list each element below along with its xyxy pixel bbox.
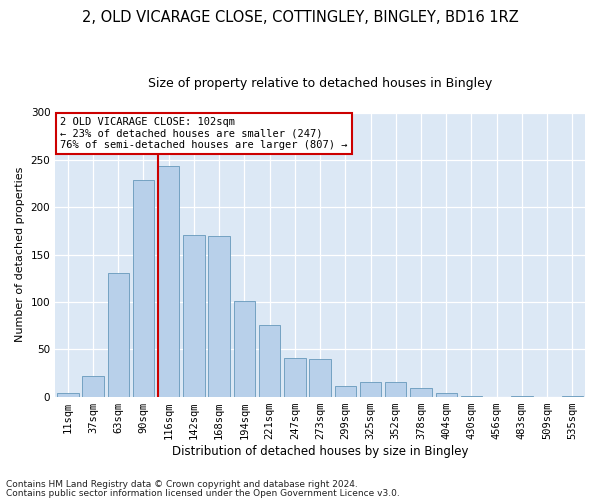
- Bar: [233, 301, 255, 396]
- Text: Contains HM Land Registry data © Crown copyright and database right 2024.: Contains HM Land Registry data © Crown c…: [6, 480, 358, 489]
- Title: Size of property relative to detached houses in Bingley: Size of property relative to detached ho…: [148, 78, 492, 90]
- Bar: [284, 358, 305, 397]
- Bar: [158, 166, 179, 396]
- Bar: [310, 358, 331, 397]
- Y-axis label: Number of detached properties: Number of detached properties: [15, 167, 25, 342]
- Bar: [360, 382, 381, 396]
- Text: Contains public sector information licensed under the Open Government Licence v3: Contains public sector information licen…: [6, 488, 400, 498]
- Bar: [57, 393, 79, 396]
- Bar: [183, 234, 205, 396]
- Text: 2 OLD VICARAGE CLOSE: 102sqm
← 23% of detached houses are smaller (247)
76% of s: 2 OLD VICARAGE CLOSE: 102sqm ← 23% of de…: [61, 117, 348, 150]
- Bar: [82, 376, 104, 396]
- Bar: [259, 324, 280, 396]
- Bar: [335, 386, 356, 396]
- Bar: [436, 393, 457, 396]
- Bar: [410, 388, 432, 396]
- Bar: [208, 236, 230, 396]
- Bar: [385, 382, 406, 396]
- Bar: [107, 272, 129, 396]
- Bar: [133, 180, 154, 396]
- X-axis label: Distribution of detached houses by size in Bingley: Distribution of detached houses by size …: [172, 444, 469, 458]
- Text: 2, OLD VICARAGE CLOSE, COTTINGLEY, BINGLEY, BD16 1RZ: 2, OLD VICARAGE CLOSE, COTTINGLEY, BINGL…: [82, 10, 518, 25]
